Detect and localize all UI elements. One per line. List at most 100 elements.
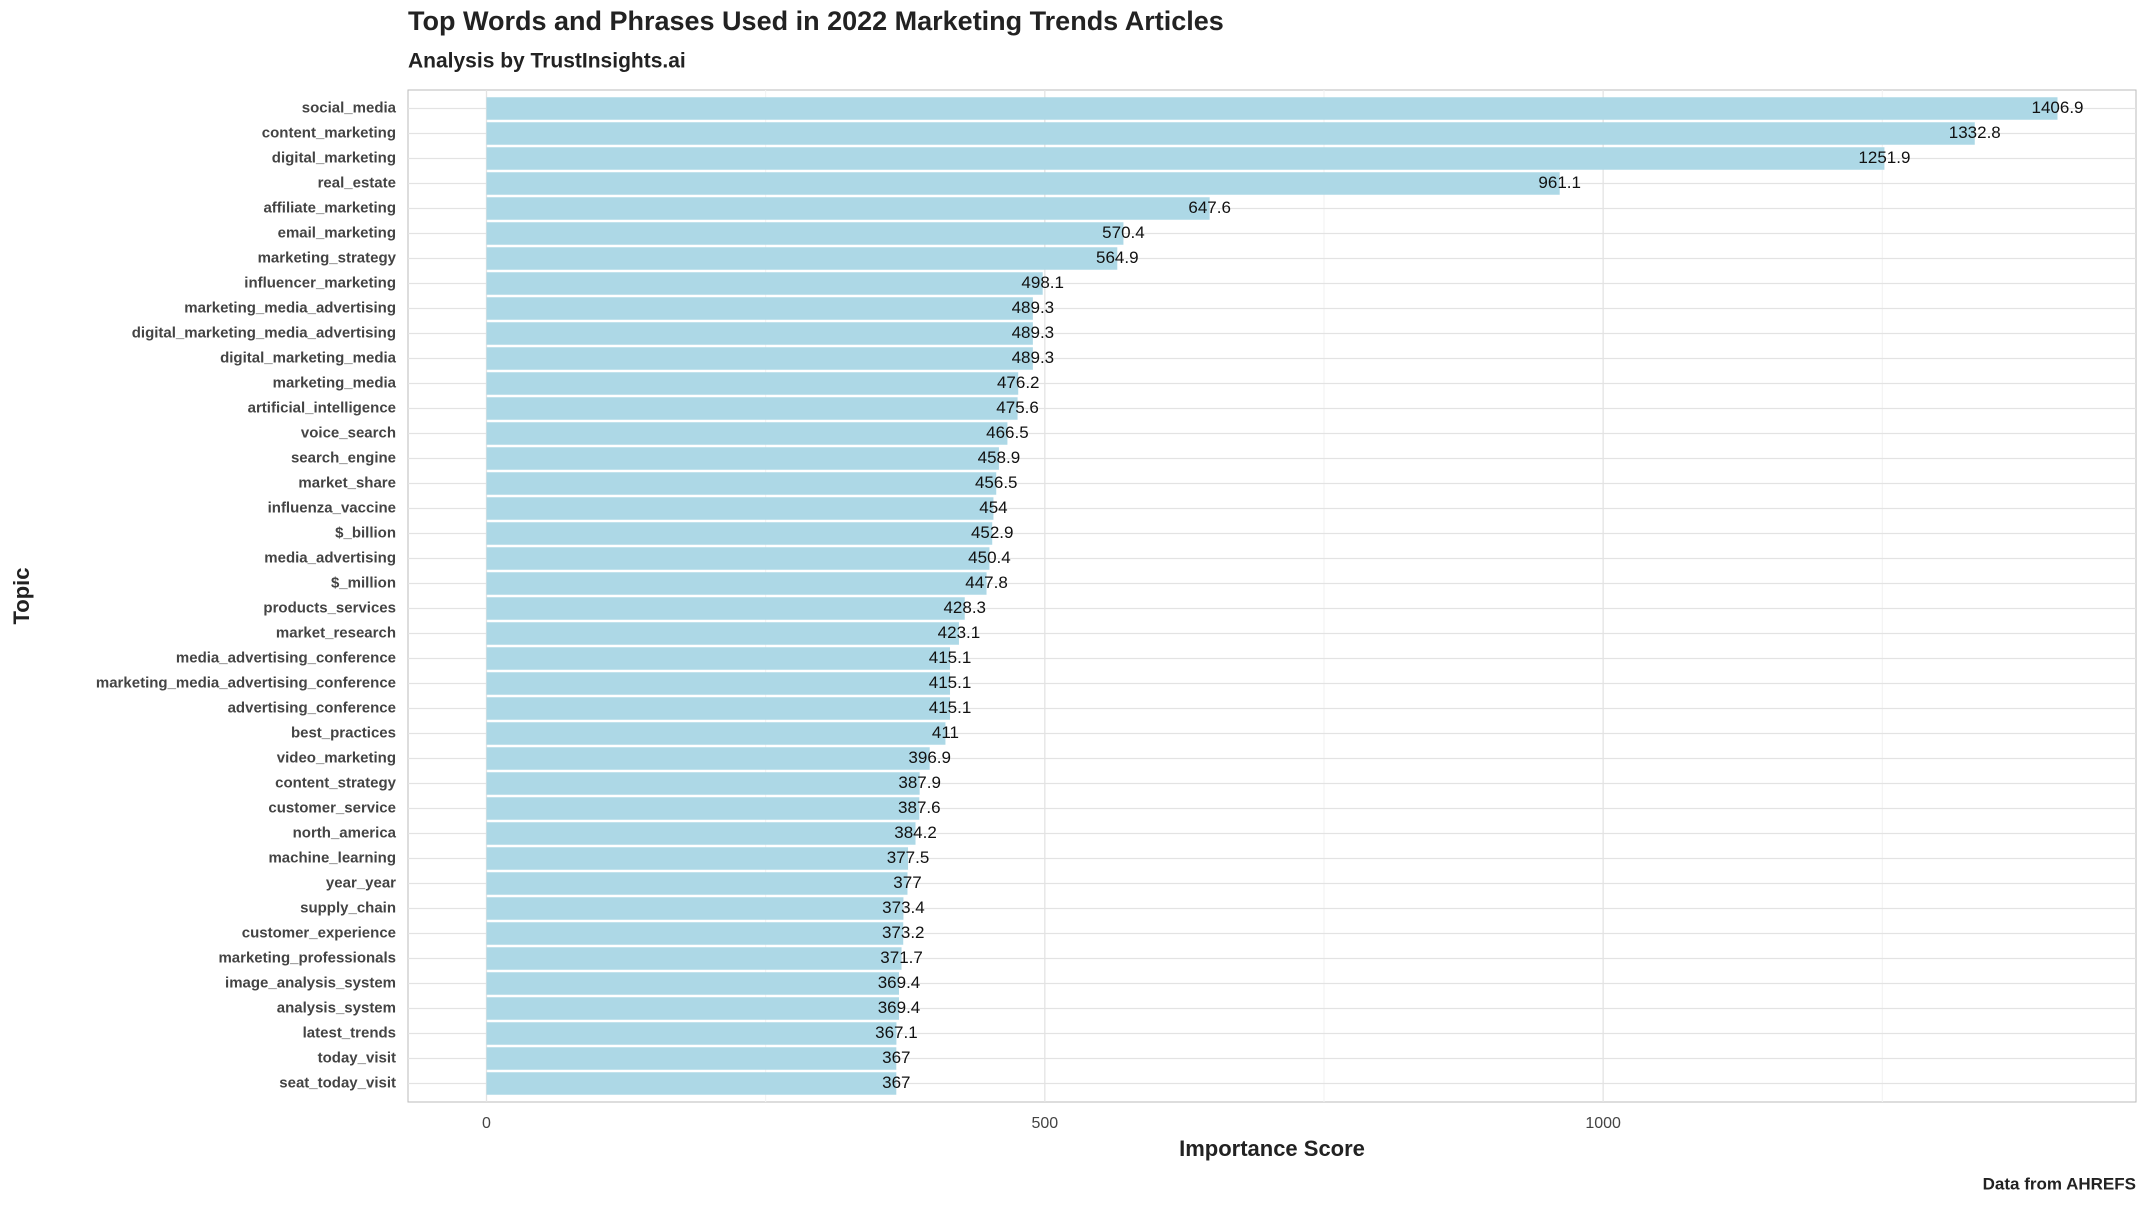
value-label: 373.4 [882,898,925,917]
y-tick-label: products_services [263,599,396,616]
bar [486,472,997,495]
value-label: 396.9 [908,748,951,767]
bar [486,197,1210,220]
x-tick-label: 500 [1031,1115,1058,1132]
value-label: 384.2 [894,823,937,842]
bar [486,497,994,520]
bar [486,647,951,670]
value-label: 570.4 [1102,223,1145,242]
y-tick-label: customer_service [268,799,396,816]
value-label: 1332.8 [1949,123,2001,142]
bar [486,922,904,945]
bar [486,222,1124,245]
value-label: 450.4 [968,548,1011,567]
bar [486,447,999,470]
value-label: 498.1 [1021,273,1064,292]
bar [486,847,909,870]
y-tick-label: analysis_system [277,999,396,1016]
bar [486,247,1118,270]
value-label: 647.6 [1188,198,1231,217]
value-label: 428.3 [943,598,986,617]
bar [486,1022,897,1045]
value-label: 415.1 [929,673,972,692]
value-label: 489.3 [1012,348,1055,367]
value-label: 564.9 [1096,248,1139,267]
value-label: 456.5 [975,473,1018,492]
bar [486,572,987,595]
value-label: 454 [979,498,1007,517]
bar [486,697,951,720]
value-label: 373.2 [882,923,925,942]
bar [486,397,1018,420]
bar [486,622,959,645]
y-tick-label: today_visit [318,1049,396,1066]
bar [486,372,1019,395]
value-label: 369.4 [878,998,921,1017]
y-tick-label: marketing_media [273,374,397,391]
bar [486,347,1033,370]
bar [486,1047,897,1070]
value-label: 387.9 [898,773,941,792]
y-tick-label: seat_today_visit [279,1074,396,1091]
y-tick-label: video_marketing [277,749,396,766]
bar [486,322,1033,345]
bar [486,1072,897,1095]
y-tick-label: real_estate [318,174,396,191]
y-tick-label: artificial_intelligence [248,399,396,416]
bar [486,547,990,570]
y-tick-label: customer_experience [242,924,396,941]
y-axis-title: Topic [9,567,34,624]
y-tick-label: marketing_professionals [218,949,396,966]
x-tick-label: 1000 [1585,1115,1621,1132]
y-tick-label: affiliate_marketing [263,199,396,216]
y-tick-label: digital_marketing [272,149,396,166]
value-label: 475.6 [996,398,1039,417]
bar [486,147,1885,170]
y-tick-label: social_media [302,99,397,116]
y-tick-label: media_advertising_conference [176,649,396,666]
bar [486,522,993,545]
plot-border [407,89,2137,1103]
y-tick-label: content_marketing [262,124,396,141]
value-label: 489.3 [1012,323,1055,342]
bar [486,772,920,795]
y-tick-label: voice_search [301,424,396,441]
bar [486,897,904,920]
bar [486,972,899,995]
value-label: 367.1 [875,1023,918,1042]
y-tick-label: media_advertising [264,549,396,566]
value-label: 452.9 [971,523,1014,542]
bar [486,747,930,770]
caption: Data from AHREFS [1983,1174,2136,1193]
y-tick-label: marketing_media_advertising_conference [96,674,396,691]
value-label: 369.4 [878,973,921,992]
y-tick-label: influencer_marketing [244,274,396,291]
bar [486,97,2058,120]
bar [486,597,965,620]
bar [486,297,1033,320]
bar [486,422,1008,445]
bar [486,122,1975,145]
y-tick-label: image_analysis_system [225,974,396,991]
value-label: 476.2 [997,373,1040,392]
y-tick-label: marketing_strategy [258,249,397,266]
value-label: 447.8 [965,573,1008,592]
bar [486,797,920,820]
value-label: 371.7 [880,948,923,967]
y-tick-label: year_year [326,874,396,891]
y-tick-label: market_research [276,624,396,641]
y-tick-label: best_practices [291,724,396,741]
value-label: 489.3 [1012,298,1055,317]
value-label: 466.5 [986,423,1029,442]
y-tick-label: email_marketing [278,224,396,241]
value-label: 1406.9 [2032,98,2084,117]
y-tick-label: advertising_conference [228,699,396,716]
chart-title: Top Words and Phrases Used in 2022 Marke… [408,6,1224,36]
y-tick-label: market_share [298,474,396,491]
bar [486,872,908,895]
y-tick-label: machine_learning [268,849,396,866]
y-tick-label: latest_trends [303,1024,396,1041]
bar [486,722,946,745]
y-tick-label: supply_chain [300,899,396,916]
